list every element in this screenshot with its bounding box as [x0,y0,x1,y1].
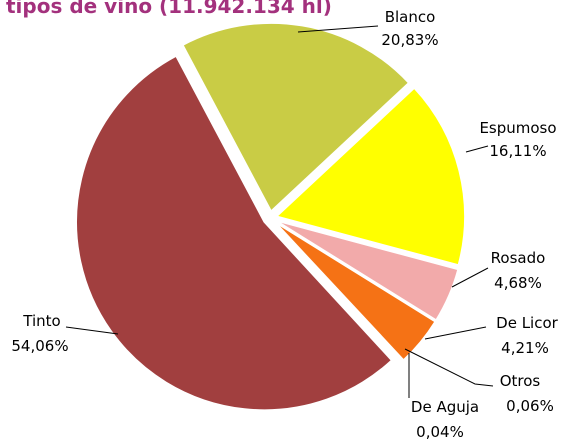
slice-value: 0,04% [416,423,464,441]
leader-line [451,267,489,288]
leader-line [424,326,487,340]
slice-value: 4,68% [494,274,542,292]
pie-slice [276,220,459,322]
slice-label: Blanco [385,8,436,26]
pie-slice [75,55,393,411]
slice-value: 0,06% [506,397,554,415]
slice-label: Tinto [22,312,60,330]
slice-value: 4,21% [501,339,549,357]
slice-label: De Aguja [411,398,479,416]
pie-slice [274,222,404,363]
slice-label: Otros [500,372,541,390]
leader-line [297,25,379,33]
slice-value: 16,11% [489,142,546,160]
slice-label: Espumoso [479,119,556,137]
slice-label: De Licor [496,314,558,332]
leader-line [404,348,494,387]
slice-label: Rosado [491,249,546,267]
slice-value: 20,83% [381,31,438,49]
slice-value: 54,06% [11,337,68,355]
chart-title: tipos de vino (11.942.134 hl) [6,0,332,18]
pie-slice [181,22,410,213]
pie-slice [274,221,437,362]
leader-line [65,326,119,335]
leader-line [465,145,489,153]
pie-slice [275,87,466,266]
